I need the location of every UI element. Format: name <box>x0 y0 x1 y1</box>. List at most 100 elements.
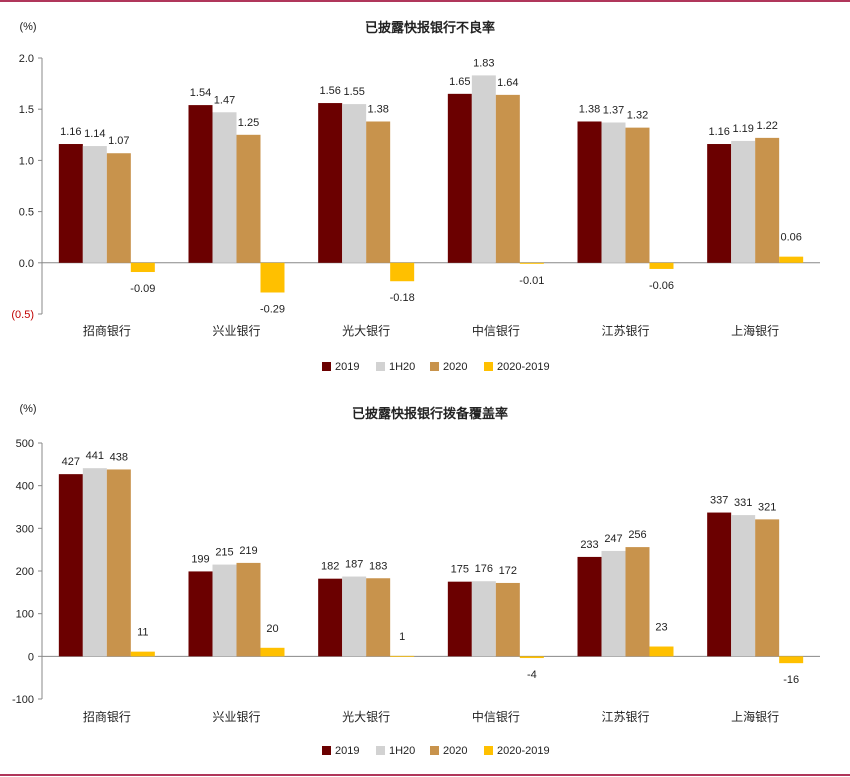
legend-swatch <box>376 362 385 371</box>
data-label: 1.19 <box>732 123 753 135</box>
data-label: 175 <box>451 564 469 576</box>
data-label: 215 <box>215 547 233 559</box>
bar-2020-2019 <box>390 262 415 282</box>
legend-label: 2019 <box>335 361 359 373</box>
data-label: 1.16 <box>708 126 729 138</box>
y-tick-label: 100 <box>16 609 34 621</box>
data-label: 331 <box>734 497 752 509</box>
bar-1h20 <box>601 550 626 657</box>
legend-swatch <box>484 362 493 371</box>
category-label: 上海银行 <box>731 323 779 338</box>
bar-2019 <box>707 512 732 657</box>
data-label: -0.09 <box>130 283 155 295</box>
data-label: 1.32 <box>627 110 648 122</box>
bar-2020-2019 <box>519 656 544 659</box>
bar-2019 <box>58 144 83 263</box>
chart-title: 已披露快报银行拨备覆盖率 <box>352 406 508 422</box>
bar-2019 <box>577 121 602 263</box>
data-label: 1.38 <box>579 103 600 115</box>
data-label: 1.25 <box>238 117 259 129</box>
bar-1h20 <box>342 576 367 657</box>
bar-1h20 <box>82 468 107 657</box>
bar-2020-2019 <box>260 262 285 293</box>
category-label: 江苏银行 <box>601 324 649 338</box>
bar-2019 <box>58 474 83 657</box>
data-label: -0.01 <box>519 275 544 287</box>
bar-1h20 <box>471 581 496 657</box>
bar-2020 <box>625 547 650 657</box>
bar-2020-2019 <box>519 262 544 264</box>
data-label: 1 <box>399 631 405 643</box>
bar-2020-2019 <box>260 647 285 657</box>
data-label: -4 <box>527 669 537 681</box>
y-axis-unit: (%) <box>19 403 36 415</box>
data-label: 1.37 <box>603 105 624 117</box>
bar-2019 <box>707 144 732 263</box>
bar-2020-2019 <box>649 262 674 269</box>
data-label: 172 <box>499 565 517 577</box>
data-label: 1.38 <box>367 103 388 115</box>
data-label: 256 <box>628 529 646 541</box>
data-label: 233 <box>580 539 598 551</box>
data-label: 441 <box>86 450 104 462</box>
bar-2020 <box>495 94 520 263</box>
y-tick-label: 0 <box>28 651 34 663</box>
data-label: 247 <box>604 533 622 545</box>
legend-label: 1H20 <box>389 745 415 757</box>
data-label: 438 <box>110 451 128 463</box>
y-tick-label: (0.5) <box>11 309 34 321</box>
y-tick-label: 1.0 <box>19 155 34 167</box>
legend-swatch <box>430 746 439 755</box>
legend-label: 1H20 <box>389 361 415 373</box>
bar-2020-2019 <box>390 655 415 657</box>
bar-2020 <box>106 469 131 657</box>
category-label: 兴业银行 <box>212 710 260 724</box>
category-label: 招商银行 <box>83 323 131 338</box>
legend-swatch <box>484 746 493 755</box>
data-label: 1.64 <box>497 77 518 89</box>
data-label: 176 <box>475 563 493 575</box>
data-label: 1.14 <box>84 128 105 140</box>
legend-swatch <box>322 362 331 371</box>
data-label: 1.47 <box>214 94 235 106</box>
data-label: 187 <box>345 559 363 571</box>
data-label: 219 <box>239 545 257 557</box>
bar-2019 <box>447 581 472 657</box>
bar-2020 <box>236 134 261 263</box>
legend-label: 2020-2019 <box>497 745 550 757</box>
y-tick-label: -100 <box>12 694 34 706</box>
bar-1h20 <box>601 122 626 263</box>
chart-title: 已披露快报银行不良率 <box>365 20 495 36</box>
data-label: 183 <box>369 560 387 572</box>
bar-2020 <box>366 121 391 263</box>
bar-1h20 <box>731 140 756 263</box>
y-tick-label: 400 <box>16 481 34 493</box>
bar-1h20 <box>471 75 496 263</box>
data-label: 1.56 <box>319 85 340 97</box>
data-label: 1.07 <box>108 135 129 147</box>
legend-label: 2020 <box>443 745 467 757</box>
category-label: 兴业银行 <box>212 324 260 338</box>
bar-1h20 <box>342 104 367 263</box>
data-label: 321 <box>758 501 776 513</box>
data-label: 182 <box>321 561 339 573</box>
legend-label: 2019 <box>335 745 359 757</box>
bar-2020-2019 <box>130 262 155 273</box>
data-label: -0.18 <box>390 292 415 304</box>
bar-2019 <box>318 578 343 657</box>
y-tick-label: 0.5 <box>19 207 34 219</box>
legend-label: 2020 <box>443 361 467 373</box>
bar-1h20 <box>82 146 107 263</box>
data-label: 23 <box>655 622 667 634</box>
data-label: -16 <box>783 674 799 686</box>
bar-1h20 <box>212 564 237 657</box>
legend-swatch <box>376 746 385 755</box>
bar-2019 <box>318 103 343 263</box>
legend-swatch <box>430 362 439 371</box>
data-label: 1.83 <box>473 57 494 69</box>
bar-2020 <box>625 127 650 263</box>
data-label: 1.16 <box>60 126 81 138</box>
y-tick-label: 2.0 <box>19 53 34 65</box>
legend-label: 2020-2019 <box>497 361 550 373</box>
category-label: 中信银行 <box>472 709 520 724</box>
